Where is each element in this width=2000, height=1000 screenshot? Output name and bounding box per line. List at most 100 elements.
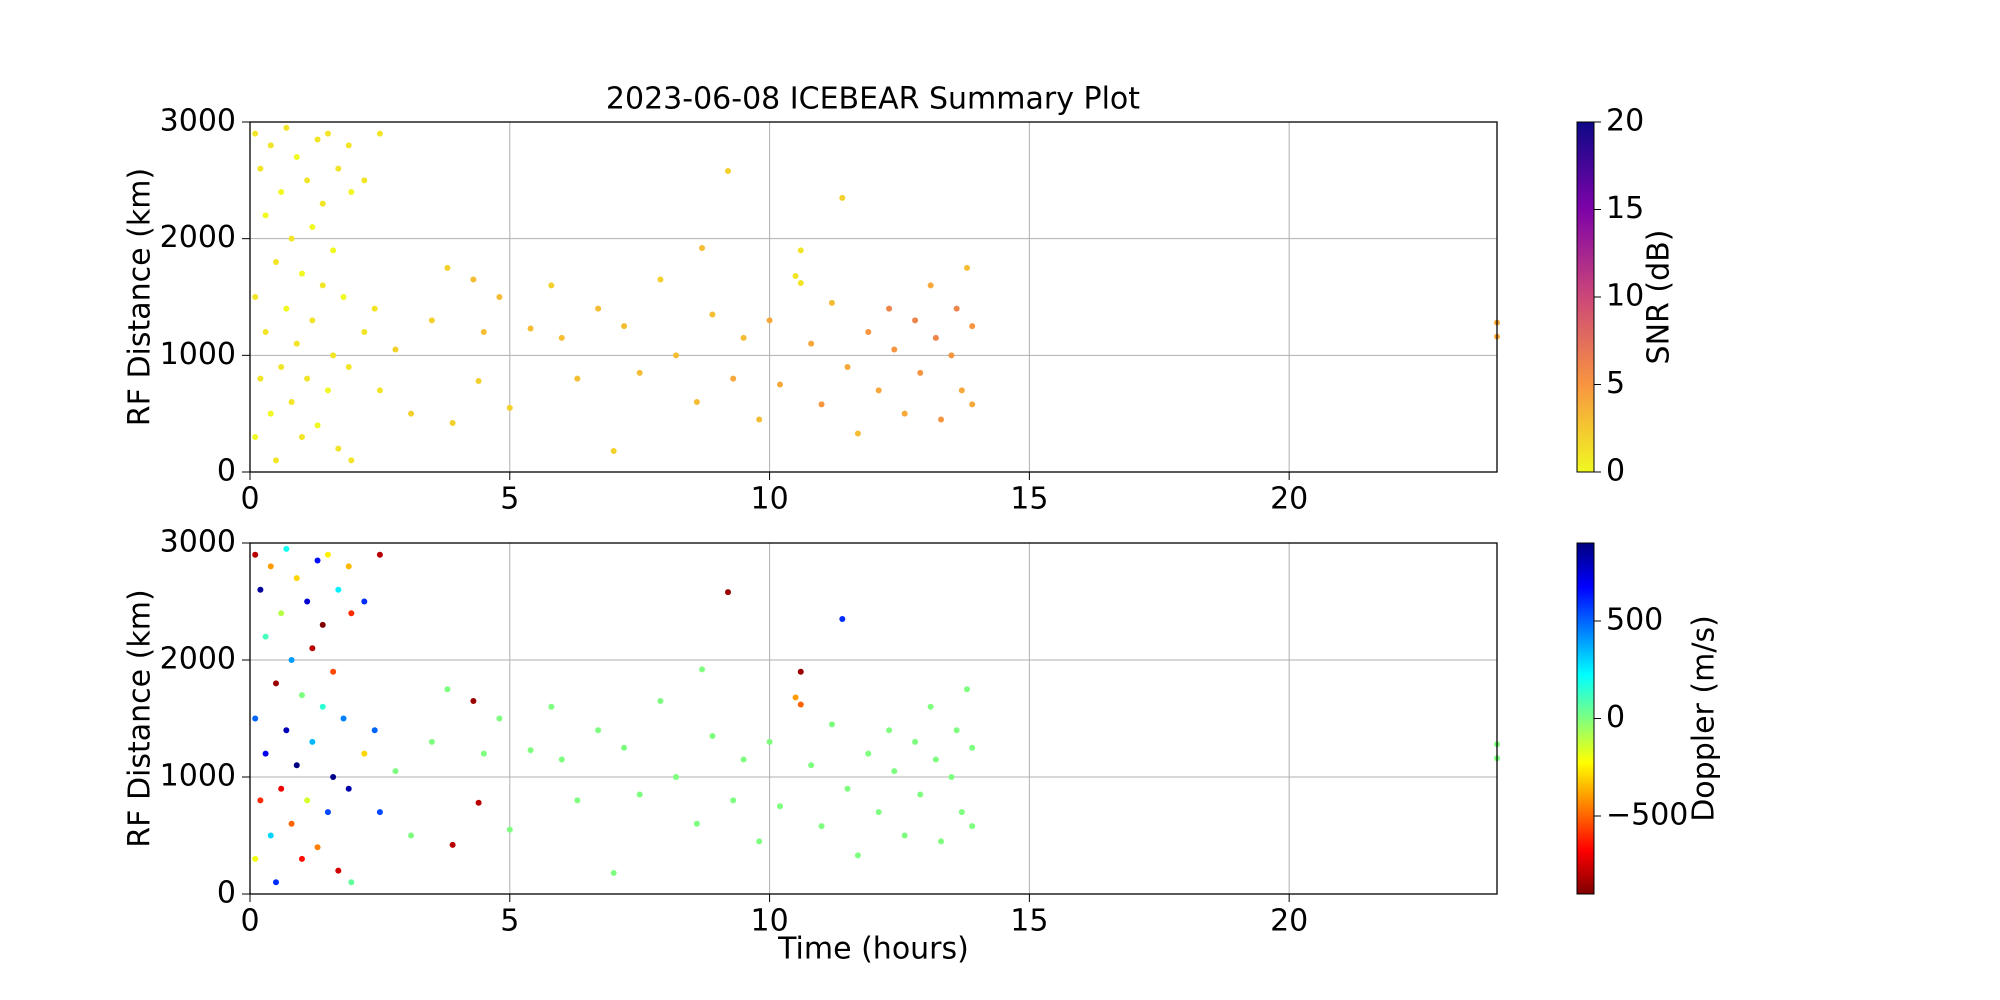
point xyxy=(298,270,305,277)
point xyxy=(636,791,643,798)
point xyxy=(340,715,347,722)
point xyxy=(293,154,300,160)
point xyxy=(901,832,908,839)
point xyxy=(854,430,861,437)
y-tick-label: 1000 xyxy=(160,337,236,372)
point xyxy=(288,820,295,827)
point xyxy=(262,212,269,219)
point xyxy=(818,823,825,830)
point xyxy=(948,774,955,780)
point xyxy=(267,832,274,839)
point xyxy=(288,399,295,405)
point xyxy=(636,369,643,376)
point xyxy=(558,756,565,763)
point xyxy=(293,762,300,769)
point xyxy=(319,621,326,628)
point xyxy=(953,727,960,734)
point xyxy=(808,762,815,769)
point xyxy=(324,809,331,816)
point xyxy=(839,616,846,623)
point xyxy=(740,756,747,763)
point xyxy=(673,352,680,359)
point xyxy=(278,610,285,617)
point xyxy=(938,838,945,845)
point xyxy=(371,305,378,312)
point xyxy=(958,809,965,816)
point xyxy=(886,305,893,312)
x-tick-label: 10 xyxy=(750,482,788,517)
point xyxy=(875,387,882,394)
point xyxy=(891,768,898,775)
point xyxy=(506,404,513,411)
colorbar-tick-label: 5 xyxy=(1606,366,1625,401)
point xyxy=(797,701,804,708)
point xyxy=(621,323,628,330)
point xyxy=(912,738,919,745)
point xyxy=(348,457,355,464)
x-tick-label: 5 xyxy=(500,904,519,939)
y-tick-label: 2000 xyxy=(160,642,236,677)
point xyxy=(267,563,274,570)
y-tick-label: 3000 xyxy=(160,525,236,560)
point xyxy=(361,598,368,605)
chart-title: 2023-06-08 ICEBEAR Summary Plot xyxy=(606,82,1140,117)
point xyxy=(309,645,316,652)
point xyxy=(595,305,602,312)
point xyxy=(699,245,706,251)
point xyxy=(595,727,602,734)
point xyxy=(828,721,835,728)
point xyxy=(252,434,259,440)
point xyxy=(298,434,305,440)
point xyxy=(958,387,965,394)
point xyxy=(428,317,435,324)
y-axis-label: RF Distance (km) xyxy=(123,168,158,426)
point xyxy=(792,694,799,701)
point xyxy=(376,551,383,558)
colorbar-tick-label: 15 xyxy=(1606,191,1644,226)
point xyxy=(901,410,908,417)
point xyxy=(756,416,763,423)
point xyxy=(449,841,456,848)
point xyxy=(304,797,311,804)
point xyxy=(766,317,773,324)
colorbar-tick-label: −500 xyxy=(1606,798,1688,833)
point xyxy=(730,375,737,382)
y-tick-label: 2000 xyxy=(160,220,236,255)
point xyxy=(371,727,378,734)
point xyxy=(444,686,451,693)
point xyxy=(283,545,290,552)
point xyxy=(319,282,326,289)
point xyxy=(272,879,279,886)
point xyxy=(335,165,342,172)
point xyxy=(725,168,732,174)
point xyxy=(548,282,555,289)
point xyxy=(288,235,295,242)
point xyxy=(278,189,285,195)
point xyxy=(428,738,435,745)
point xyxy=(314,422,321,429)
x-tick-label: 20 xyxy=(1270,904,1308,939)
point xyxy=(875,809,882,816)
point xyxy=(335,445,342,452)
point xyxy=(808,340,815,347)
plot-frame xyxy=(249,542,1498,895)
point xyxy=(376,387,383,394)
x-tick-label: 0 xyxy=(240,482,259,517)
point xyxy=(932,756,939,763)
point xyxy=(740,334,747,341)
x-tick-label: 10 xyxy=(750,904,788,939)
point xyxy=(304,598,311,605)
point xyxy=(927,282,934,289)
point xyxy=(278,785,285,792)
point xyxy=(610,869,617,876)
point xyxy=(283,124,290,131)
point xyxy=(756,838,763,845)
point xyxy=(657,697,664,704)
x-tick-label: 5 xyxy=(500,482,519,517)
point xyxy=(348,879,355,886)
point xyxy=(309,738,316,745)
point xyxy=(272,680,279,687)
point xyxy=(345,563,352,570)
